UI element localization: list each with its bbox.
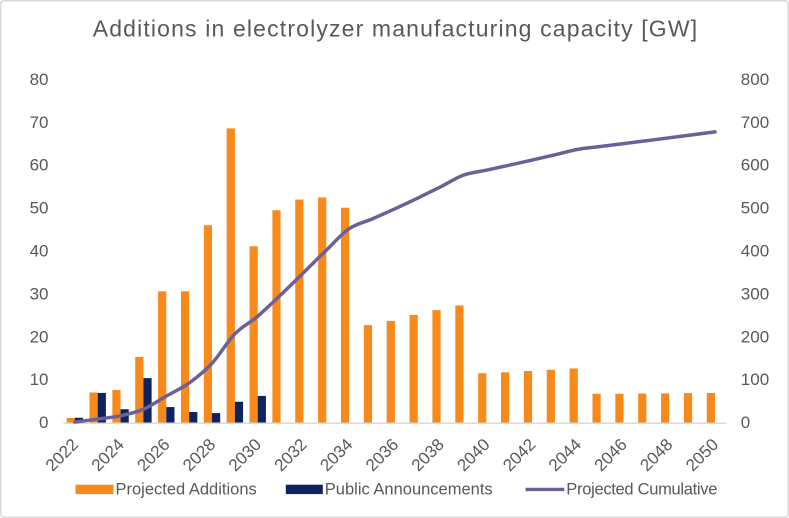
svg-text:Additions in electrolyzer manu: Additions in electrolyzer manufacturing … [93, 16, 699, 42]
svg-text:100: 100 [741, 370, 769, 389]
svg-text:70: 70 [30, 113, 49, 132]
svg-text:10: 10 [30, 370, 49, 389]
svg-text:30: 30 [30, 284, 49, 303]
svg-text:600: 600 [741, 156, 769, 175]
svg-text:60: 60 [30, 156, 49, 175]
svg-text:300: 300 [741, 284, 769, 303]
svg-text:0: 0 [39, 413, 48, 432]
svg-text:400: 400 [741, 242, 769, 261]
svg-text:500: 500 [741, 199, 769, 218]
svg-text:800: 800 [741, 70, 769, 89]
svg-text:40: 40 [30, 242, 49, 261]
svg-text:Projected Additions: Projected Additions [116, 480, 257, 498]
svg-text:200: 200 [741, 327, 769, 346]
svg-text:700: 700 [741, 113, 769, 132]
svg-text:Projected Cumulative: Projected Cumulative [566, 480, 717, 498]
svg-text:Public Announcements: Public Announcements [325, 480, 493, 498]
svg-text:80: 80 [30, 70, 49, 89]
svg-text:0: 0 [741, 413, 750, 432]
svg-text:50: 50 [30, 199, 49, 218]
svg-text:20: 20 [30, 327, 49, 346]
